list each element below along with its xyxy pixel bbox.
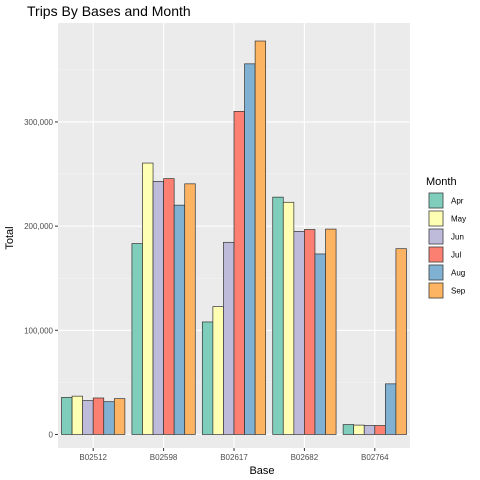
x-tick-label: B02617 [220,453,248,462]
bar-B02598-Aug [173,204,186,435]
bar-B02512-Aug [103,401,115,435]
y-tick-label: 100,000 [24,326,53,335]
bar-B02682-Sep [325,228,337,435]
legend-swatch-May [428,210,444,227]
bar-B02617-Jul [233,111,245,435]
x-tick-label: B02598 [150,453,178,462]
bar-B02617-May [212,306,224,435]
bar-B02617-Jun [223,241,235,435]
bar-B02598-May [142,162,154,435]
y-tick-label: 200,000 [24,222,53,231]
bar-B02682-Jun [293,231,305,435]
x-tick-label: B02764 [361,453,389,462]
bar-B02512-Sep [113,398,126,435]
bar-B02512-May [71,395,83,435]
legend-label-Jul: Jul [451,251,461,260]
legend-swatch-Aug [428,264,444,281]
x-tick-label: B02512 [79,453,107,462]
chart-title: Trips By Bases and Month [27,3,191,19]
legend-label-Jun: Jun [451,233,464,242]
y-tick-label: 0 [49,430,54,439]
bar-B02512-Apr [61,397,73,435]
bar-B02617-Aug [244,63,256,435]
y-axis: 0 100,000 200,000 300,000 [24,118,58,439]
bar-B02617-Apr [201,321,214,435]
x-axis-title: Base [249,465,274,477]
legend-title: Month [426,176,457,188]
legend-swatch-Sep [428,282,444,299]
legend-swatch-Jun [428,228,444,245]
legend: Month Apr May Jun Jul Aug Sep [426,176,466,299]
bar-B02764-Jun [363,425,376,435]
bar-B02764-May [353,424,365,435]
bar-B02598-Jun [152,181,164,435]
x-tick-label: B02682 [291,453,319,462]
bar-B02764-Aug [385,383,397,435]
bar-B02764-Apr [342,424,355,435]
bar-B02682-Aug [314,253,326,435]
legend-swatch-Jul [428,246,444,263]
bar-B02598-Jul [163,178,175,435]
legend-label-Apr: Apr [451,197,464,206]
bar-B02682-Jul [304,229,316,435]
bar-B02512-Jul [92,397,105,435]
bar-B02682-May [282,201,295,435]
legend-label-Sep: Sep [451,287,466,296]
bar-B02764-Sep [395,248,407,435]
bar-B02764-Jul [374,425,386,435]
y-tick-label: 300,000 [24,118,53,127]
legend-label-Aug: Aug [451,269,465,278]
bar-B02682-Apr [272,196,284,435]
legend-label-May: May [451,215,466,224]
bars [61,40,407,435]
bar-B02598-Sep [184,183,196,435]
bar-B02512-Jun [82,400,94,435]
bar-B02617-Sep [254,40,267,435]
legend-swatch-Apr [428,192,444,209]
x-axis: B02512 B02598 B02617 B02682 B02764 [79,448,389,462]
bar-B02598-Apr [131,243,143,435]
y-axis-title: Total [4,226,16,249]
